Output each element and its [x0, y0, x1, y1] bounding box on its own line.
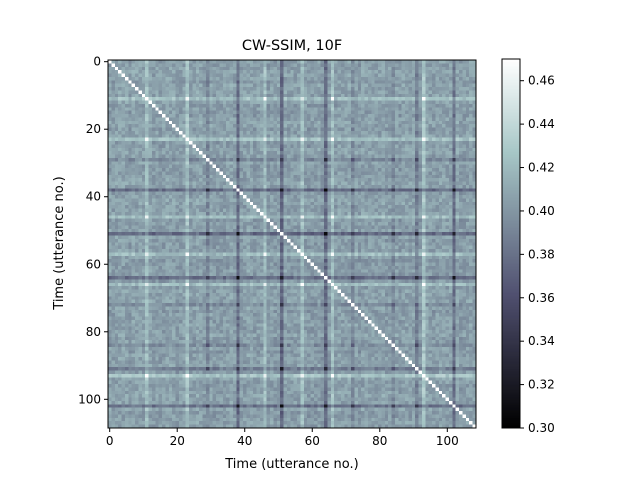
colorbar-tick-label: 0.40 — [528, 204, 555, 218]
y-tick-label: 100 — [78, 392, 101, 406]
x-axis-label: Time (utterance no.) — [224, 457, 358, 472]
plot-frame — [107, 59, 477, 429]
y-axis: 0 20 40 60 80 100 — [78, 55, 108, 406]
y-tick-label: 0 — [93, 55, 101, 69]
x-tick-label: 0 — [106, 434, 114, 448]
colorbar-tick-label: 0.30 — [528, 421, 555, 435]
chart-title: CW-SSIM, 10F — [242, 38, 342, 54]
colorbar-frame — [501, 58, 521, 429]
heatmap-plot — [107, 59, 477, 429]
heatmap-cells — [108, 60, 476, 428]
colorbar-tick-label: 0.34 — [528, 334, 555, 348]
colorbar-tick-label: 0.42 — [528, 161, 555, 175]
y-tick-label: 40 — [86, 190, 101, 204]
colorbar-tick-label: 0.36 — [528, 291, 555, 305]
colorbar-tick-label: 0.46 — [528, 74, 555, 88]
x-tick-label: 20 — [170, 434, 185, 448]
y-tick-label: 60 — [86, 257, 101, 271]
y-axis-label: Time (utterance no.) — [52, 176, 67, 310]
colorbar-tick-label: 0.44 — [528, 117, 555, 131]
x-axis: 0 20 40 60 80 100 — [106, 428, 459, 448]
x-tick-label: 40 — [237, 434, 252, 448]
x-tick-label: 80 — [372, 434, 387, 448]
colorbar: 0.30 0.32 0.34 0.36 0.38 0.40 0.42 0.44 0.46 — [501, 58, 555, 435]
colorbar-gradient — [502, 59, 520, 428]
x-tick-label: 100 — [436, 434, 459, 448]
colorbar-tick-label: 0.32 — [528, 378, 555, 392]
y-tick-label: 80 — [86, 325, 101, 339]
colorbar-tick-label: 0.38 — [528, 247, 555, 261]
y-tick-label: 20 — [86, 122, 101, 136]
x-tick-label: 60 — [305, 434, 320, 448]
